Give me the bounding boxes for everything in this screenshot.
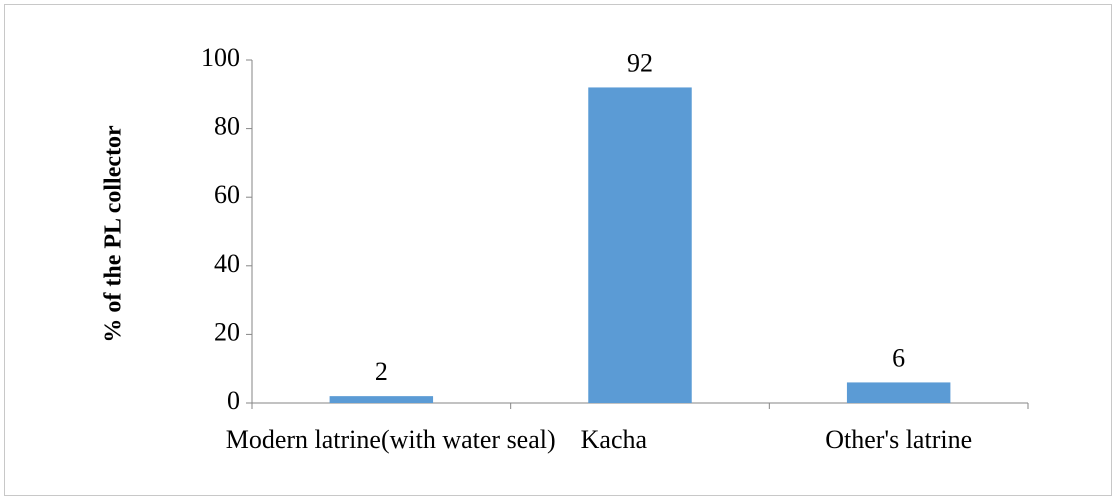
data-label: 6	[892, 343, 905, 372]
y-tick-label: 80	[214, 112, 240, 141]
data-label: 92	[627, 48, 653, 77]
y-axis-title: % of the PL collector	[101, 125, 127, 343]
x-category-label: Other's latrine	[825, 425, 972, 454]
bar	[846, 382, 951, 403]
bar	[329, 396, 434, 403]
x-category-label: Kacha	[581, 425, 648, 454]
bar	[588, 87, 692, 403]
y-tick-label: 20	[214, 317, 240, 346]
data-label: 2	[375, 357, 388, 386]
y-tick-label: 60	[214, 180, 240, 209]
y-tick-label: 40	[214, 249, 240, 278]
y-tick-label: 0	[227, 386, 240, 415]
bars	[329, 87, 951, 403]
x-category-label: Modern latrine(with water seal)	[226, 425, 556, 454]
labels: 2 Modern latrine(with water seal) 92 Kacha 6…	[226, 48, 972, 454]
chart-frame	[4, 4, 1112, 496]
y-tick-label: 100	[201, 43, 240, 72]
